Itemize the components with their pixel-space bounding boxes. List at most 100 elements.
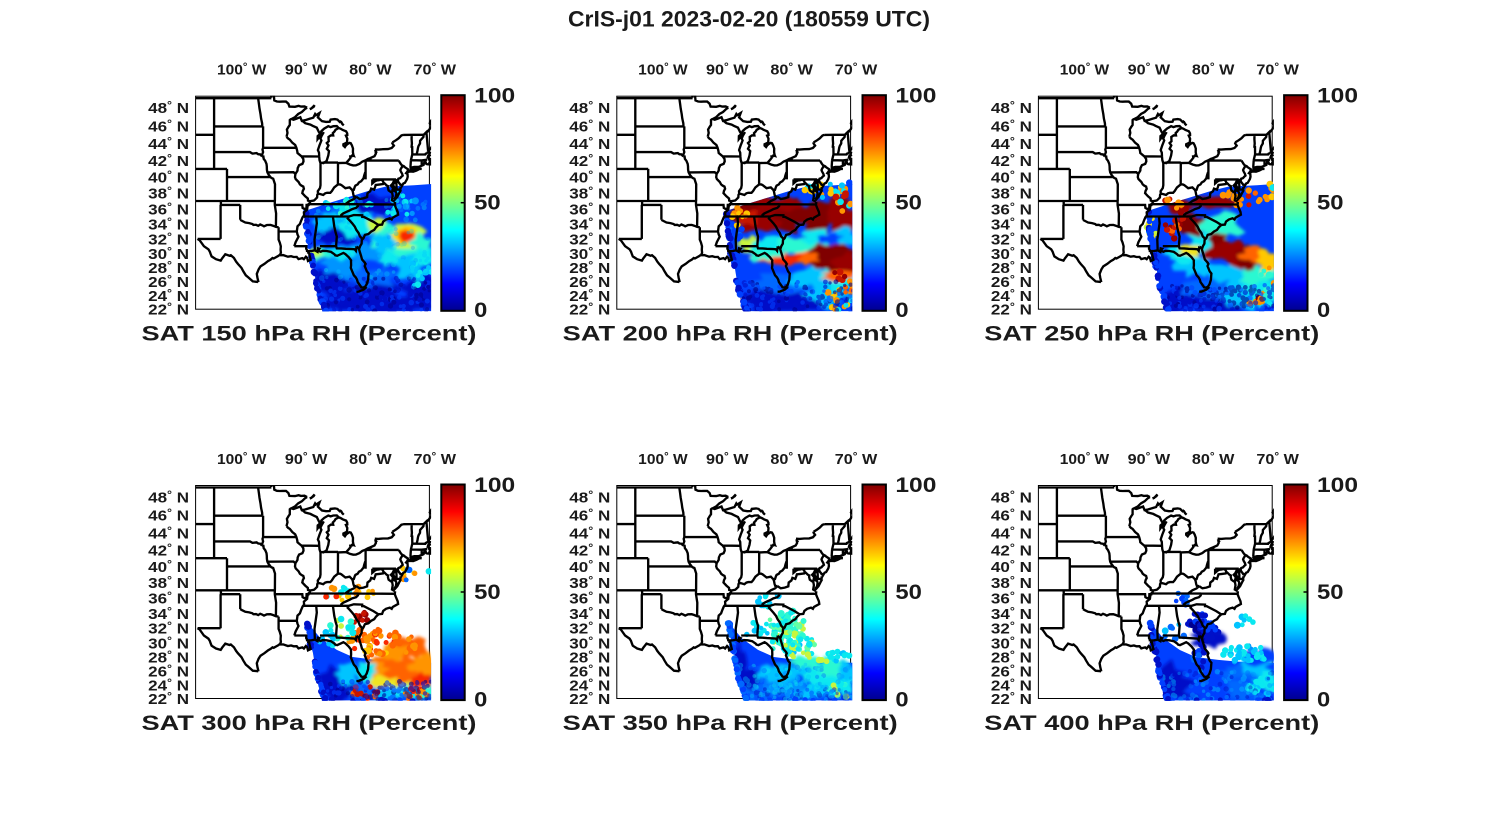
svg-text:26° N: 26 ° N [148,664,189,681]
svg-text:100: 100 [1317,474,1358,497]
svg-text:22° N: 22 ° N [569,691,610,708]
svg-text:22° N: 22 ° N [148,302,189,319]
svg-text:70° W: 70° W [414,62,457,79]
svg-text:100° W: 100° W [638,451,688,468]
svg-text:34° N: 34 ° N [569,606,610,623]
svg-text:40° N: 40 ° N [991,559,1032,576]
svg-text:38° N: 38 ° N [148,186,189,203]
svg-text:90° W: 90° W [285,62,328,79]
svg-text:46° N: 46 ° N [148,508,189,525]
svg-text:30° N: 30 ° N [148,635,189,652]
svg-text:100: 100 [474,474,515,497]
svg-text:48° N: 48 ° N [991,489,1032,506]
svg-text:24° N: 24 ° N [148,288,189,305]
svg-text:50: 50 [895,192,922,215]
svg-text:30° N: 30 ° N [991,635,1032,652]
svg-text:24° N: 24 ° N [569,677,610,694]
svg-text:32° N: 32 ° N [148,231,189,248]
svg-text:SAT 400 hPa RH (Percent): SAT 400 hPa RH (Percent) [984,711,1319,735]
svg-text:34° N: 34 ° N [991,606,1032,623]
svg-text:46° N: 46 ° N [991,118,1032,135]
svg-text:32° N: 32 ° N [148,621,189,638]
svg-text:50: 50 [1317,192,1344,215]
svg-text:40° N: 40 ° N [148,559,189,576]
svg-text:34° N: 34 ° N [991,217,1032,234]
svg-text:42° N: 42 ° N [148,542,189,559]
svg-text:36° N: 36 ° N [991,201,1032,218]
svg-text:42° N: 42 ° N [569,542,610,559]
svg-text:22° N: 22 ° N [991,302,1032,319]
svg-text:28° N: 28 ° N [569,260,610,277]
svg-text:30° N: 30 ° N [569,246,610,263]
svg-text:100: 100 [1317,85,1358,108]
svg-text:46° N: 46 ° N [569,508,610,525]
svg-text:SAT 200 hPa RH (Percent): SAT 200 hPa RH (Percent) [563,322,898,346]
svg-text:100: 100 [474,85,515,108]
svg-text:90° W: 90° W [1128,451,1171,468]
svg-text:26° N: 26 ° N [569,274,610,291]
svg-text:44° N: 44 ° N [569,136,610,153]
svg-text:26° N: 26 ° N [148,274,189,291]
svg-text:SAT 300 hPa RH (Percent): SAT 300 hPa RH (Percent) [142,711,477,735]
svg-text:100° W: 100° W [1060,451,1110,468]
svg-text:26° N: 26 ° N [569,664,610,681]
svg-text:42° N: 42 ° N [148,153,189,170]
svg-text:40° N: 40 ° N [148,170,189,187]
svg-text:80° W: 80° W [770,62,813,79]
svg-text:80° W: 80° W [1192,451,1235,468]
svg-text:36° N: 36 ° N [991,591,1032,608]
svg-text:34° N: 34 ° N [148,217,189,234]
svg-text:30° N: 30 ° N [991,246,1032,263]
svg-text:26° N: 26 ° N [991,274,1032,291]
svg-text:48° N: 48 ° N [569,489,610,506]
svg-text:0: 0 [895,689,908,712]
svg-text:26° N: 26 ° N [991,664,1032,681]
svg-text:32° N: 32 ° N [991,231,1032,248]
svg-text:28° N: 28 ° N [991,650,1032,667]
svg-text:38° N: 38 ° N [569,186,610,203]
svg-text:50: 50 [474,581,501,604]
svg-text:24° N: 24 ° N [991,677,1032,694]
svg-text:38° N: 38 ° N [148,575,189,592]
svg-text:48° N: 48 ° N [569,100,610,117]
svg-text:70° W: 70° W [1256,451,1299,468]
svg-text:46° N: 46 ° N [991,508,1032,525]
svg-text:70° W: 70° W [835,62,878,79]
svg-text:32° N: 32 ° N [569,231,610,248]
svg-text:40° N: 40 ° N [991,170,1032,187]
svg-text:30° N: 30 ° N [569,635,610,652]
svg-text:40° N: 40 ° N [569,170,610,187]
svg-text:28° N: 28 ° N [148,650,189,667]
svg-text:36° N: 36 ° N [148,201,189,218]
svg-text:34° N: 34 ° N [569,217,610,234]
svg-text:0: 0 [895,299,908,322]
svg-text:50: 50 [1317,581,1344,604]
svg-text:50: 50 [474,192,501,215]
svg-text:42° N: 42 ° N [991,542,1032,559]
svg-text:36° N: 36 ° N [569,591,610,608]
svg-text:38° N: 38 ° N [991,186,1032,203]
svg-text:46° N: 46 ° N [569,118,610,135]
svg-text:SAT 250 hPa RH (Percent): SAT 250 hPa RH (Percent) [984,322,1319,346]
svg-text:44° N: 44 ° N [148,525,189,542]
svg-text:24° N: 24 ° N [148,677,189,694]
svg-text:70° W: 70° W [414,451,457,468]
svg-text:24° N: 24 ° N [569,288,610,305]
svg-text:0: 0 [474,299,487,322]
svg-text:100: 100 [895,474,936,497]
svg-text:22° N: 22 ° N [148,691,189,708]
svg-text:80° W: 80° W [1192,62,1235,79]
svg-text:44° N: 44 ° N [991,136,1032,153]
svg-text:44° N: 44 ° N [569,525,610,542]
svg-text:28° N: 28 ° N [148,260,189,277]
svg-text:36° N: 36 ° N [569,201,610,218]
svg-text:100: 100 [895,85,936,108]
svg-text:28° N: 28 ° N [991,260,1032,277]
svg-text:38° N: 38 ° N [991,575,1032,592]
svg-text:40° N: 40 ° N [569,559,610,576]
svg-text:70° W: 70° W [1256,62,1299,79]
svg-text:0: 0 [474,689,487,712]
svg-text:32° N: 32 ° N [569,621,610,638]
svg-text:SAT 150 hPa RH (Percent): SAT 150 hPa RH (Percent) [142,322,477,346]
svg-text:100° W: 100° W [1060,62,1110,79]
